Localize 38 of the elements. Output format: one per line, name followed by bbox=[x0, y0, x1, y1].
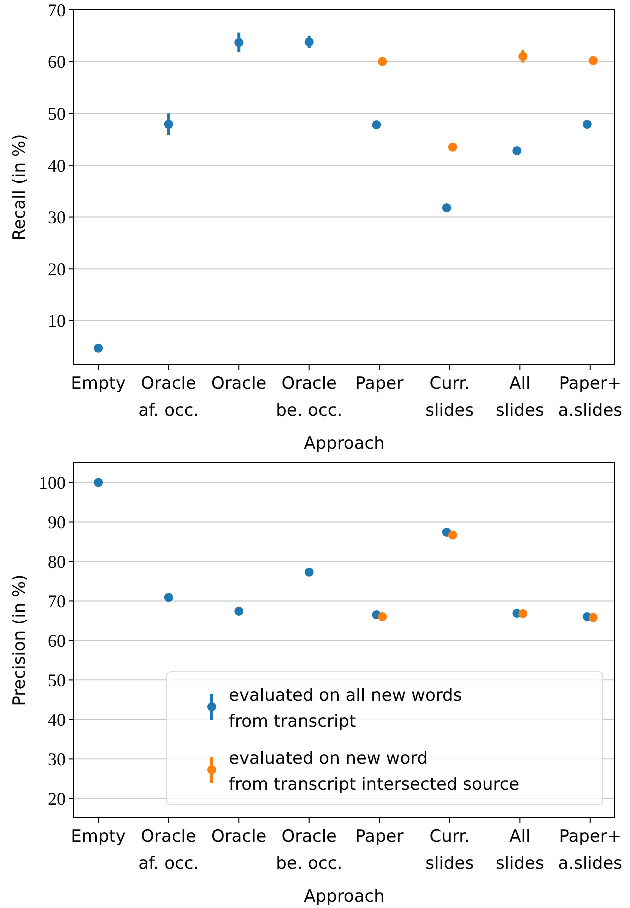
x-tick-label: Oracle af. occ. bbox=[138, 374, 200, 421]
x-tick-label: Paper+ a.slides bbox=[558, 374, 623, 421]
x-tick-label: Oracle af. occ. bbox=[138, 827, 200, 874]
x-tick-label: Oracle be. occ. bbox=[276, 827, 343, 874]
x-axis-title: Approach bbox=[304, 887, 385, 907]
y-tick-label: 50 bbox=[48, 670, 66, 690]
x-tick-label: Oracle be. occ. bbox=[276, 374, 343, 421]
x-tick-label: Curr. slides bbox=[426, 374, 474, 421]
y-tick-label: 60 bbox=[48, 52, 66, 72]
x-tick-label: Oracle bbox=[211, 827, 267, 847]
y-tick-label: 50 bbox=[48, 104, 66, 124]
legend-label: evaluated on new word from transcript intersected source bbox=[229, 749, 520, 795]
y-tick-label: 40 bbox=[48, 156, 66, 176]
y-tick-label: 60 bbox=[48, 630, 66, 651]
y-tick-label: 40 bbox=[48, 710, 66, 730]
y-tick-label: 80 bbox=[48, 552, 66, 572]
y-tick-label: 70 bbox=[48, 592, 66, 612]
x-tick-label: Paper bbox=[356, 374, 404, 394]
y-axis-title: Recall (in %) bbox=[10, 134, 30, 241]
x-tick-label: Empty bbox=[71, 374, 126, 394]
y-tick-label: 20 bbox=[48, 259, 66, 280]
y-axis-title: Precision (in %) bbox=[10, 574, 30, 706]
y-tick-label: 70 bbox=[48, 0, 66, 20]
y-tick-label: 30 bbox=[48, 208, 66, 228]
x-tick-label: Paper+ a.slides bbox=[558, 827, 623, 874]
x-tick-label: Oracle bbox=[211, 374, 267, 394]
x-tick-label: Curr. slides bbox=[426, 827, 474, 874]
y-tick-label: 20 bbox=[48, 788, 66, 809]
legend-label: evaluated on all new words from transcript bbox=[229, 686, 462, 732]
x-axis-title: Approach bbox=[304, 434, 385, 454]
x-tick-label: All slides bbox=[496, 374, 544, 421]
y-tick-label: 30 bbox=[48, 749, 66, 770]
y-tick-label: 10 bbox=[48, 311, 66, 332]
y-tick-label: 100 bbox=[39, 473, 66, 494]
x-tick-label: All slides bbox=[496, 827, 544, 874]
y-tick-label: 90 bbox=[48, 512, 66, 533]
x-tick-label: Empty bbox=[71, 827, 126, 847]
x-tick-label: Paper bbox=[356, 827, 404, 847]
